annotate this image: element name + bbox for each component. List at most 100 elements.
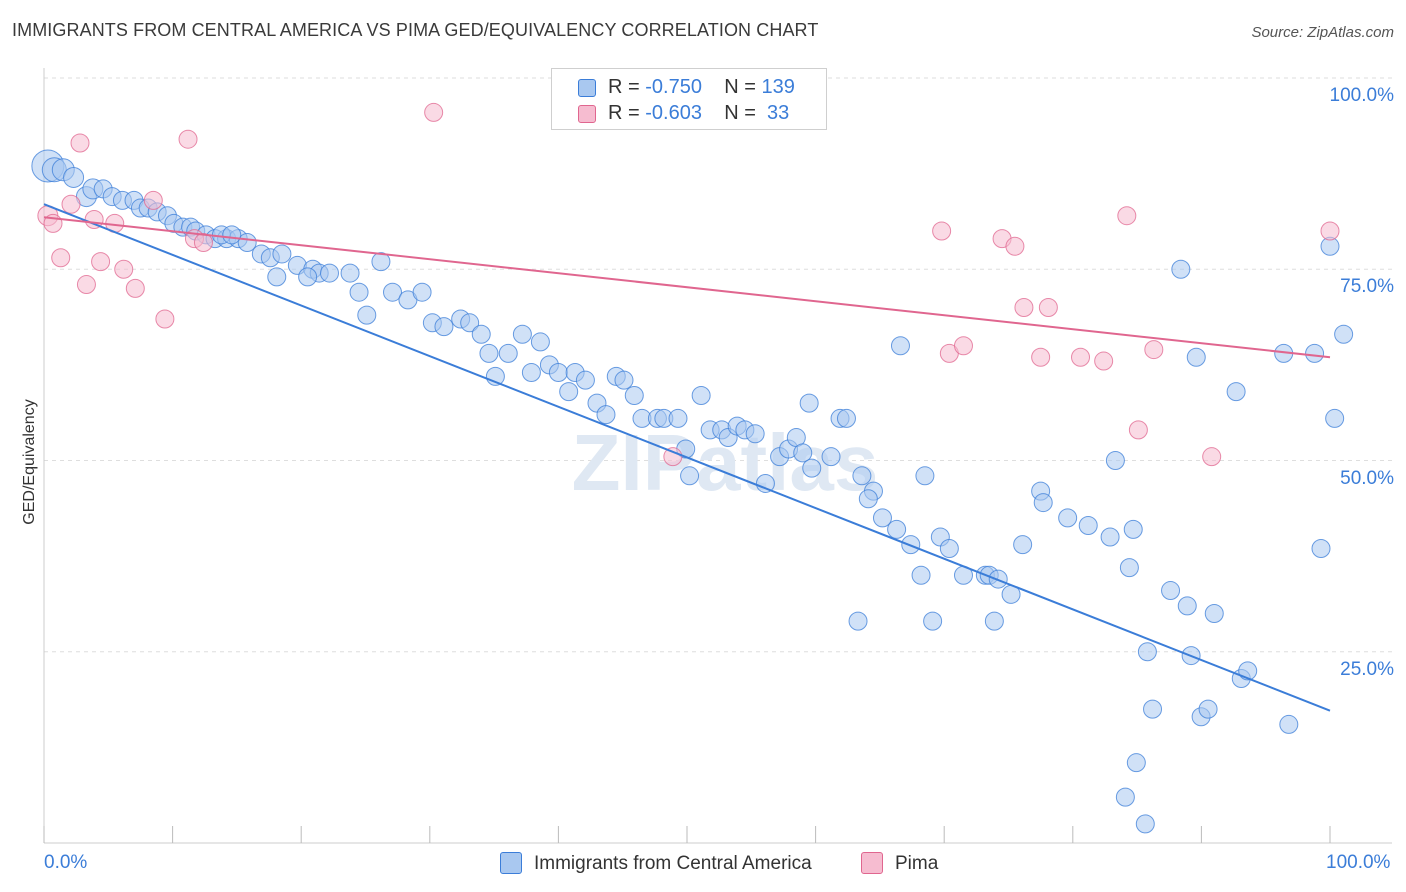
r-label: R = [608,102,646,124]
point-central-america [799,393,819,413]
y-tick-label: 50.0% [1340,467,1394,489]
point-central-america [939,538,959,558]
point-central-america [1226,382,1246,402]
point-central-america [858,489,878,509]
point-central-america [984,611,1004,631]
point-pima [424,102,444,122]
point-central-america [802,458,822,478]
point-central-america [848,611,868,631]
point-central-america [512,324,532,344]
legend-label: Pima [895,853,939,874]
series-pink-points [37,102,1340,467]
trend-lines [43,203,1331,712]
point-central-america [1078,516,1098,536]
axes [43,68,1392,844]
point-central-america [1334,324,1354,344]
point-pima [1071,347,1091,367]
point-central-america [63,166,85,188]
point-central-america [548,363,568,383]
point-pima [1320,221,1340,241]
point-pima [1094,351,1114,371]
blue-swatch [578,79,596,97]
point-central-america [340,263,360,283]
point-central-america [755,473,775,493]
point-pima [114,259,134,279]
point-central-america [559,382,579,402]
point-pima [1014,298,1034,317]
point-central-america [911,565,931,585]
pink-legend-swatch [861,852,883,874]
point-central-america [915,466,935,486]
point-central-america [1238,661,1258,681]
point-pima [1117,206,1137,226]
point-central-america [575,370,595,390]
point-central-america [890,336,910,356]
blue-legend-swatch [500,852,522,874]
point-pima [155,309,175,329]
point-central-america [1171,259,1191,279]
point-central-america [1204,604,1224,623]
point-pima [70,133,90,153]
point-central-america [1279,714,1299,734]
n-label: N = [724,76,762,98]
point-central-america [680,466,700,486]
point-pima [1031,347,1051,367]
point-central-america [434,317,454,337]
point-central-america [1177,596,1197,616]
point-central-america [1105,451,1125,470]
point-central-america [596,405,616,425]
point-central-america [821,447,841,467]
point-pima [932,221,952,241]
point-central-america [357,305,377,325]
point-central-america [460,313,480,333]
point-central-america [1161,581,1181,601]
point-central-america [498,343,518,363]
source-label: Source: ZipAtlas.com [1251,24,1394,41]
r-value: -0.603 [645,102,702,124]
r-label: R = [608,76,646,98]
point-central-america [222,225,242,245]
point-central-america [1013,535,1033,555]
y-tick-label: 75.0% [1340,276,1394,298]
point-pima [125,278,145,298]
pink-swatch [578,105,596,123]
point-central-america [836,408,856,428]
point-pima [1128,420,1148,440]
stats-legend: R = -0.750 N = 139 R = -0.603 N = 33 [551,68,827,130]
point-central-america [319,263,339,283]
point-central-america [530,332,550,352]
point-central-america [614,370,634,390]
point-central-america [1126,753,1146,773]
point-central-america [371,252,391,272]
point-pima [1038,298,1058,317]
point-central-america [1135,814,1155,834]
y-tick-label: 100.0% [1329,85,1394,106]
point-central-america [1186,347,1206,367]
y-tick-label: 25.0% [1340,658,1394,680]
point-pima [1005,236,1025,256]
x-tick-label-max: 100.0% [1326,852,1391,873]
point-central-america [1033,493,1053,513]
trend-line-central-america [43,203,1331,712]
trend-line-pima [43,216,1331,359]
point-central-america [383,282,403,302]
point-central-america [1198,699,1218,719]
point-central-america [1305,343,1325,363]
point-central-america [298,267,318,287]
point-pima [193,232,213,252]
n-label: N = [724,102,762,124]
point-pima [1144,340,1164,360]
point-central-america [1311,538,1331,558]
point-central-america [872,508,892,528]
point-pima [51,248,71,268]
point-central-america [272,244,292,264]
point-central-america [793,443,813,463]
point-central-america [624,385,644,405]
point-central-america [923,611,943,631]
point-central-america [1058,508,1078,528]
point-central-america [267,267,287,287]
point-pima [61,194,81,214]
n-value: 33 [761,102,790,124]
point-pima [91,252,111,272]
